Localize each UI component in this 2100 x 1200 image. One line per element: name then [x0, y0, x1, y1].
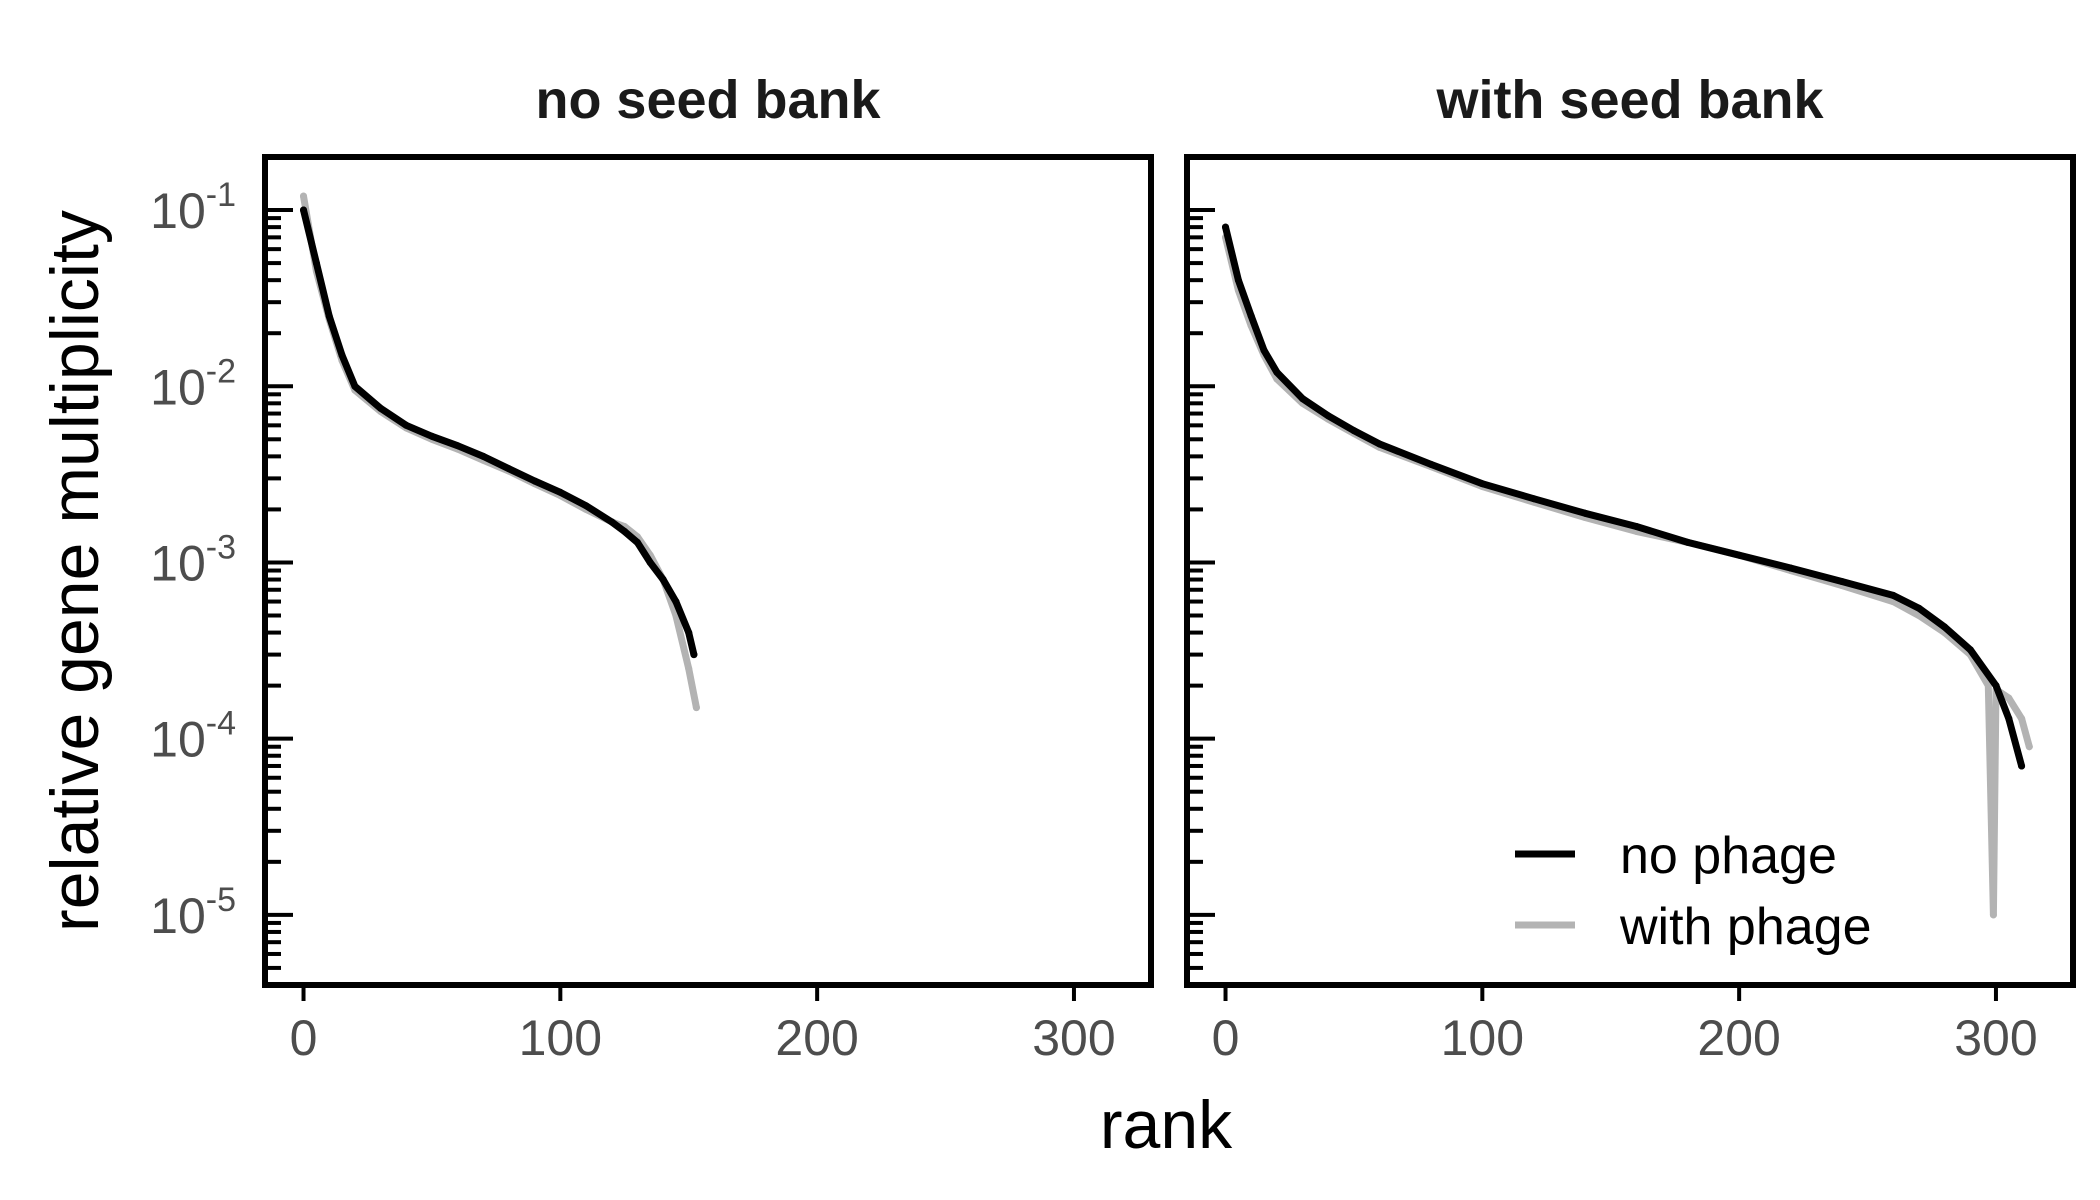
data-point-no-phage — [1992, 682, 2000, 690]
data-point-no-phage — [1478, 480, 1486, 488]
y-tick-label: 10-1 — [150, 176, 236, 239]
data-point-no-phage — [556, 488, 564, 496]
data-point-no-phage — [690, 651, 698, 659]
data-point-no-phage — [646, 559, 654, 566]
data-point-with-phage — [2018, 715, 2026, 723]
data-point-with-phage — [2005, 694, 2013, 702]
data-point-no-phage — [672, 598, 680, 606]
data-point-no-phage — [608, 518, 616, 526]
y-tick-label: 10-3 — [150, 528, 236, 591]
x-tick-label: 100 — [1441, 1010, 1524, 1066]
legend-label-no-phage: no phage — [1620, 827, 1837, 885]
x-tick-label: 200 — [1697, 1010, 1780, 1066]
data-point-no-phage — [2018, 762, 2026, 770]
legend: no phage with phage — [1515, 827, 1872, 956]
x-tick-label: 0 — [290, 1010, 318, 1066]
data-point-no-phage — [1273, 368, 1281, 376]
x-axis-title: rank — [1100, 1087, 1233, 1163]
data-point-no-phage — [351, 382, 359, 390]
data-point-no-phage — [685, 629, 693, 637]
tick-layer-no-seed-bank: 0 100 200 300 — [265, 155, 1116, 1066]
data-point-no-phage — [454, 442, 462, 450]
data-point-no-phage — [1838, 578, 1846, 585]
tick-layer-with-seed-bank: 0 100 200 300 — [1187, 155, 2038, 1066]
data-point-no-phage — [1222, 223, 1229, 231]
data-point-with-phage — [2025, 743, 2033, 751]
panel-no-seed-bank: no seed bank 0 100 200 300 — [262, 70, 1154, 1066]
data-point-no-phage — [1735, 551, 1743, 559]
data-point-no-phage — [1632, 523, 1640, 530]
x-tick-label: 200 — [775, 1010, 858, 1066]
series-layer-no-seed-bank — [300, 192, 700, 712]
series-layer-with-seed-bank — [1222, 223, 2033, 919]
data-point-no-phage — [1915, 604, 1923, 612]
x-tick-label: 300 — [1032, 1010, 1115, 1066]
data-point-no-phage — [531, 477, 539, 485]
data-point-no-phage — [428, 432, 436, 440]
x-tick-label: 100 — [519, 1010, 602, 1066]
data-point-with-phage — [300, 192, 307, 200]
data-point-no-phage — [312, 259, 320, 267]
data-point-no-phage — [1787, 564, 1794, 572]
data-point-no-phage — [325, 312, 333, 320]
data-point-no-phage — [621, 527, 628, 535]
y-tick-label: 10-4 — [150, 705, 236, 768]
y-tick-label: 10-2 — [150, 352, 236, 415]
y-tick-labels: 10-1 10-2 10-3 10-4 10-5 — [150, 176, 236, 944]
data-point-no-phage — [2005, 715, 2013, 723]
data-point-no-phage — [1581, 509, 1589, 517]
x-tick-label: 300 — [1954, 1010, 2037, 1066]
y-axis-title: relative gene multiplicity — [37, 210, 113, 932]
data-point-with-phage — [1984, 682, 1992, 690]
data-point-no-phage — [582, 502, 590, 510]
x-tick-label: 0 — [1212, 1010, 1240, 1066]
series-line-with-phage — [1222, 233, 2033, 919]
panel-frame-no-seed-bank — [262, 154, 1154, 988]
series-line-no-phage — [300, 206, 698, 659]
data-point-no-phage — [1941, 623, 1949, 631]
data-point-no-phage — [479, 452, 487, 460]
data-point-no-phage — [1234, 276, 1242, 284]
data-point-no-phage — [1260, 346, 1268, 354]
y-tick-label: 10-5 — [150, 881, 236, 944]
data-point-no-phage — [1350, 427, 1358, 435]
panel-title-with-seed-bank: with seed bank — [1435, 70, 1824, 130]
data-point-no-phage — [402, 421, 410, 429]
data-point-no-phage — [1324, 412, 1332, 420]
data-point-no-phage — [1530, 495, 1538, 503]
data-point-no-phage — [1684, 538, 1692, 546]
data-point-no-phage — [300, 206, 307, 214]
data-point-no-phage — [1299, 395, 1307, 403]
data-point-no-phage — [1427, 460, 1435, 468]
data-point-no-phage — [505, 465, 513, 473]
data-point-with-phage — [692, 704, 700, 712]
data-point-with-phage — [1989, 911, 1997, 919]
series-line-no-phage — [1222, 223, 2026, 770]
legend-label-with-phage: with phage — [1619, 898, 1872, 956]
data-point-no-phage — [338, 351, 346, 359]
series-line-with-phage — [300, 192, 700, 712]
panel-title-no-seed-bank: no seed bank — [535, 70, 881, 130]
data-point-no-phage — [659, 576, 667, 583]
data-point-no-phage — [1376, 440, 1384, 448]
data-point-no-phage — [1966, 646, 1974, 654]
data-point-no-phage — [1889, 591, 1897, 599]
data-point-no-phage — [1247, 312, 1255, 320]
data-point-no-phage — [633, 538, 641, 546]
data-point-with-phage — [685, 665, 693, 673]
data-point-no-phage — [377, 404, 385, 412]
panel-with-seed-bank: with seed bank 0 100 200 300 — [1184, 70, 2076, 1066]
